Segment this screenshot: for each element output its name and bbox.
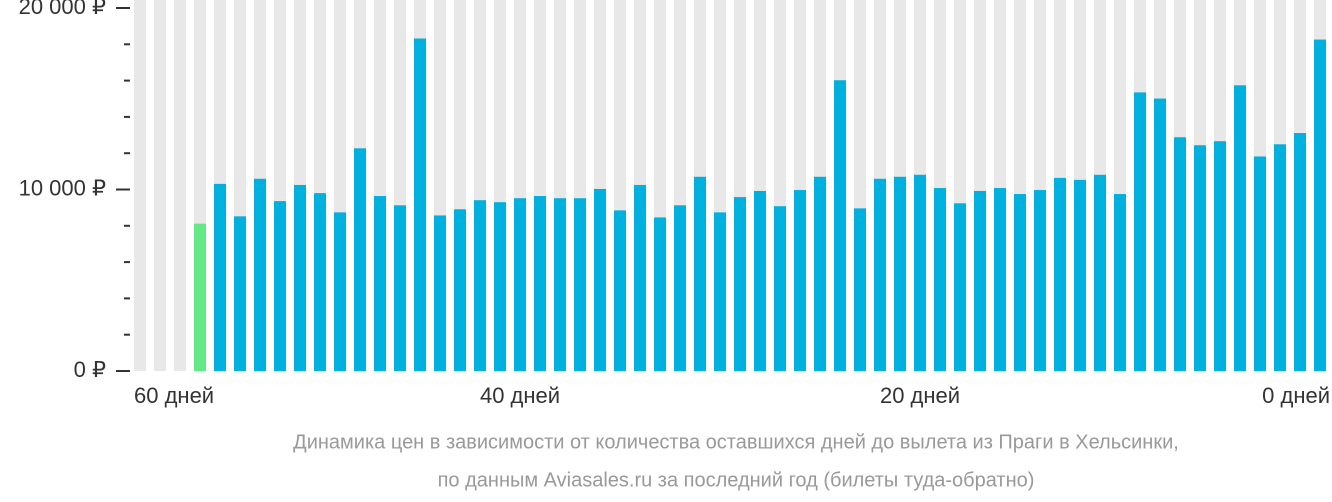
bar (254, 178, 266, 371)
x-tick-label: 20 дней (880, 383, 960, 408)
bar (554, 198, 566, 371)
bar (334, 212, 346, 371)
bar (854, 208, 866, 371)
bar (874, 178, 886, 371)
x-tick-label: 60 дней (134, 383, 214, 408)
bar (794, 190, 806, 371)
bar (594, 188, 606, 371)
bar (514, 198, 526, 371)
bar (814, 176, 826, 371)
bar (834, 80, 846, 371)
bar (1014, 194, 1026, 371)
bar (274, 201, 286, 371)
bar (414, 38, 426, 371)
bar (1314, 39, 1326, 372)
bar-background (174, 0, 186, 371)
bar (894, 176, 906, 371)
bar (934, 188, 946, 371)
bar (1234, 85, 1246, 371)
bar (1154, 98, 1166, 372)
bar (294, 184, 306, 371)
y-tick-label: 20 000 ₽ (19, 0, 106, 19)
bar (454, 209, 466, 371)
bar (734, 197, 746, 371)
bar (1294, 133, 1306, 371)
bar-background (134, 0, 146, 371)
bar (574, 198, 586, 371)
bar (994, 188, 1006, 371)
bar (774, 206, 786, 371)
y-tick-label: 10 000 ₽ (19, 175, 106, 200)
bar (354, 148, 366, 371)
bar (714, 212, 726, 371)
bar (1074, 179, 1086, 371)
bar (634, 184, 646, 371)
bar (434, 215, 446, 371)
bar (394, 205, 406, 371)
bar (1174, 137, 1186, 371)
bar (1094, 174, 1106, 371)
bar (1114, 194, 1126, 371)
bar (194, 223, 206, 371)
x-tick-label: 0 дней (1262, 383, 1330, 408)
bar (674, 205, 686, 371)
bar (1054, 177, 1066, 371)
bar (654, 217, 666, 371)
bar (1034, 190, 1046, 371)
bar (754, 190, 766, 371)
bar (1274, 144, 1286, 371)
bar (914, 174, 926, 371)
bar (1214, 141, 1226, 371)
bar-background (154, 0, 166, 371)
bar (534, 196, 546, 371)
bar (954, 203, 966, 371)
caption-line: Динамика цен в зависимости от количества… (293, 431, 1179, 453)
bar (374, 196, 386, 371)
bar (614, 210, 626, 371)
bar (494, 202, 506, 371)
bar (214, 183, 226, 371)
y-tick-label: 0 ₽ (74, 357, 106, 382)
bar (974, 190, 986, 371)
bar (314, 193, 326, 371)
bar (474, 200, 486, 371)
bar (694, 176, 706, 371)
x-tick-label: 40 дней (480, 383, 560, 408)
caption-line: по данным Aviasales.ru за последний год … (438, 469, 1035, 491)
bar (1134, 92, 1146, 372)
bar (234, 216, 246, 371)
bar (1254, 156, 1266, 371)
bar (1194, 145, 1206, 371)
